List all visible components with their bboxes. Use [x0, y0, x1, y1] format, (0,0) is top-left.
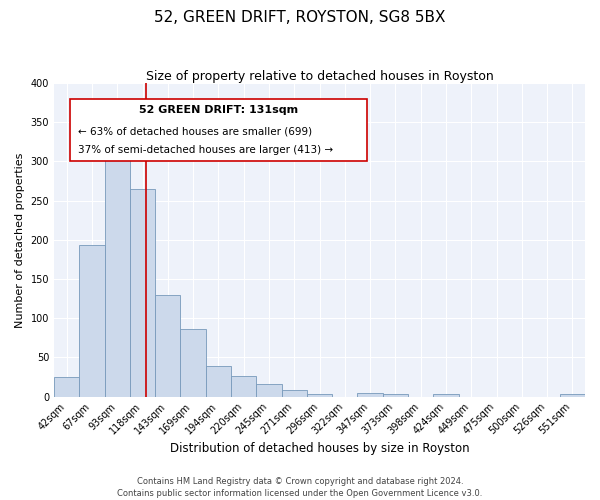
Bar — [130, 189, 155, 396]
Text: Contains HM Land Registry data © Crown copyright and database right 2024.
Contai: Contains HM Land Registry data © Crown c… — [118, 476, 482, 498]
Bar — [383, 394, 408, 396]
FancyBboxPatch shape — [70, 98, 367, 162]
Text: 37% of semi-detached houses are larger (413) →: 37% of semi-detached houses are larger (… — [78, 145, 333, 155]
Text: 52, GREEN DRIFT, ROYSTON, SG8 5BX: 52, GREEN DRIFT, ROYSTON, SG8 5BX — [154, 10, 446, 25]
Bar — [358, 392, 383, 396]
Title: Size of property relative to detached houses in Royston: Size of property relative to detached ho… — [146, 70, 493, 83]
Bar — [281, 390, 307, 396]
Bar — [104, 140, 130, 396]
Bar — [155, 294, 181, 396]
Y-axis label: Number of detached properties: Number of detached properties — [15, 152, 25, 328]
Bar — [560, 394, 585, 396]
Bar — [256, 384, 281, 396]
Bar — [54, 377, 79, 396]
Text: 52 GREEN DRIFT: 131sqm: 52 GREEN DRIFT: 131sqm — [139, 105, 298, 115]
X-axis label: Distribution of detached houses by size in Royston: Distribution of detached houses by size … — [170, 442, 469, 455]
Text: ← 63% of detached houses are smaller (699): ← 63% of detached houses are smaller (69… — [78, 126, 312, 136]
Bar — [206, 366, 231, 396]
Bar — [79, 246, 104, 396]
Bar — [433, 394, 458, 396]
Bar — [181, 329, 206, 396]
Bar — [231, 376, 256, 396]
Bar — [307, 394, 332, 396]
